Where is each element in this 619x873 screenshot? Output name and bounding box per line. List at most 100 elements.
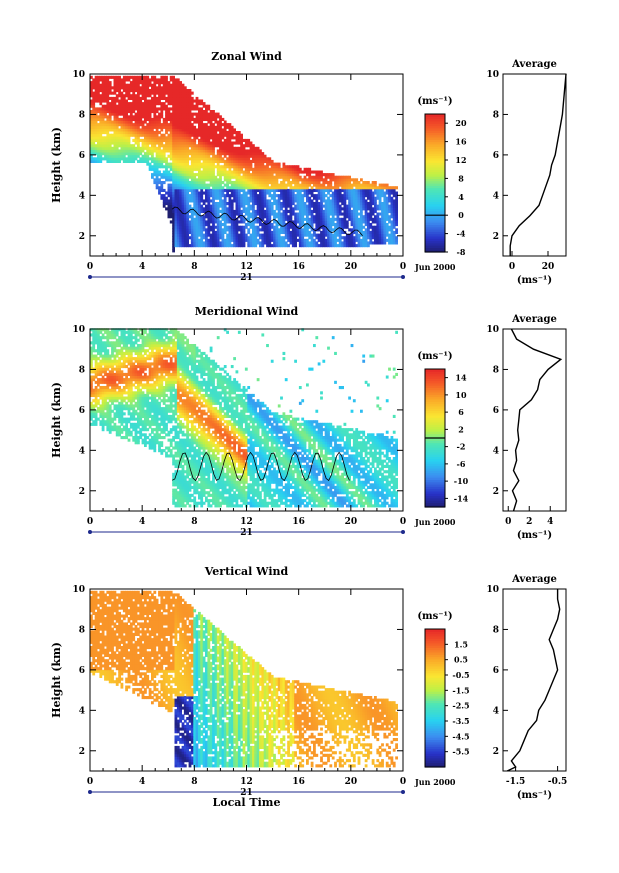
heatmap-cell xyxy=(378,196,382,200)
heatmap-cell xyxy=(254,233,258,237)
heatmap-cell xyxy=(320,241,323,245)
heatmap-cell xyxy=(327,215,330,219)
heatmap-cell xyxy=(345,209,349,213)
heatmap-cell xyxy=(306,244,309,248)
heatmap-cell xyxy=(193,141,197,145)
heatmap-cell xyxy=(137,136,140,140)
heatmap-cell xyxy=(355,220,359,224)
heatmap-cell xyxy=(146,136,150,140)
heatmap-cell xyxy=(350,178,354,182)
heatmap-cell xyxy=(183,159,187,163)
heatmap-cell xyxy=(252,170,255,174)
heatmap-cell xyxy=(104,99,107,103)
heatmap-cell xyxy=(207,178,211,182)
heatmap-cell xyxy=(167,141,171,145)
heatmap-cell xyxy=(338,209,342,213)
heatmap-cell xyxy=(350,194,354,198)
heatmap-cell xyxy=(212,209,215,213)
heatmap-cell xyxy=(198,102,201,106)
heatmap-cell xyxy=(298,236,302,240)
heatmap-cell xyxy=(261,162,265,166)
heatmap-cell xyxy=(90,359,93,363)
heatmap-cell xyxy=(266,191,269,195)
heatmap-cell xyxy=(198,228,201,232)
heatmap-cell xyxy=(209,175,213,179)
heatmap-cell xyxy=(99,338,103,342)
heatmap-cell xyxy=(348,217,351,221)
heatmap-cell xyxy=(118,136,121,140)
heatmap-cell xyxy=(362,215,366,219)
heatmap-cell xyxy=(179,138,182,142)
heatmap-cell xyxy=(327,175,330,179)
heatmap-cell xyxy=(308,167,312,171)
heatmap-cell xyxy=(308,204,312,208)
heatmap-cell xyxy=(230,149,234,153)
heatmap-cell xyxy=(378,212,382,216)
heatmap-cell xyxy=(148,162,152,166)
heatmap-cell xyxy=(226,146,229,150)
heatmap-cell xyxy=(350,236,354,240)
heatmap-cell xyxy=(167,173,171,177)
x-tick-label: 0 xyxy=(87,262,93,272)
heatmap-cell xyxy=(261,159,265,163)
heatmap-cell xyxy=(174,120,178,124)
heatmap-cell xyxy=(148,152,152,156)
heatmap-cell xyxy=(190,102,194,106)
heatmap-cell xyxy=(106,362,110,366)
heatmap-cell xyxy=(282,209,286,213)
heatmap-cell xyxy=(108,117,112,121)
heatmap-cell xyxy=(193,230,197,234)
heatmap-cell xyxy=(188,167,192,171)
heatmap-cell xyxy=(101,152,105,156)
heatmap-cell xyxy=(235,241,239,245)
heatmap-cell xyxy=(181,223,185,227)
heatmap-cell xyxy=(259,178,262,182)
heatmap-cell xyxy=(172,199,175,203)
heatmap-cell xyxy=(268,217,272,221)
heatmap-cell xyxy=(186,117,189,121)
heatmap-cell xyxy=(343,207,347,211)
heatmap-cell xyxy=(280,220,283,224)
heatmap-cell xyxy=(221,152,225,156)
heatmap-cell xyxy=(395,209,398,213)
heatmap-cell xyxy=(266,188,269,192)
heatmap-cell xyxy=(381,225,384,229)
colorbar-swatch xyxy=(425,146,445,150)
heatmap-cell xyxy=(139,152,143,156)
heatmap-cell xyxy=(233,149,236,153)
heatmap-cell xyxy=(202,141,206,145)
heatmap-cell xyxy=(360,223,363,227)
heatmap-cell xyxy=(198,149,201,153)
heatmap-cell xyxy=(179,233,182,237)
heatmap-cell xyxy=(162,75,166,79)
date-label: 21 xyxy=(240,273,253,283)
heatmap-cell xyxy=(226,186,229,190)
heatmap-cell xyxy=(322,233,326,237)
heatmap-cell xyxy=(310,191,314,195)
heatmap-cell xyxy=(277,167,281,171)
heatmap-cell xyxy=(364,207,368,211)
heatmap-cell xyxy=(162,96,166,100)
heatmap-cell xyxy=(223,217,227,221)
heatmap-cell xyxy=(174,112,178,116)
heatmap-cell xyxy=(263,154,267,158)
heatmap-cell xyxy=(153,94,157,98)
heatmap-cell xyxy=(174,89,178,93)
heatmap-cell xyxy=(188,230,192,234)
heatmap-cell xyxy=(345,223,349,227)
heatmap-cell xyxy=(127,102,131,106)
heatmap-cell xyxy=(247,138,251,142)
heatmap-cell xyxy=(200,162,204,166)
heatmap-cell xyxy=(186,199,189,203)
heatmap-cell xyxy=(205,209,208,213)
heatmap-cell xyxy=(280,170,283,174)
heatmap-cell xyxy=(179,152,182,156)
heatmap-cell xyxy=(214,157,218,161)
heatmap-cell xyxy=(169,75,173,79)
heatmap-cell xyxy=(120,436,124,440)
heatmap-cell xyxy=(352,241,356,245)
heatmap-cell xyxy=(134,112,138,116)
heatmap-cell xyxy=(289,196,293,200)
heatmap-cell xyxy=(94,146,98,150)
heatmap-cell xyxy=(249,146,253,150)
